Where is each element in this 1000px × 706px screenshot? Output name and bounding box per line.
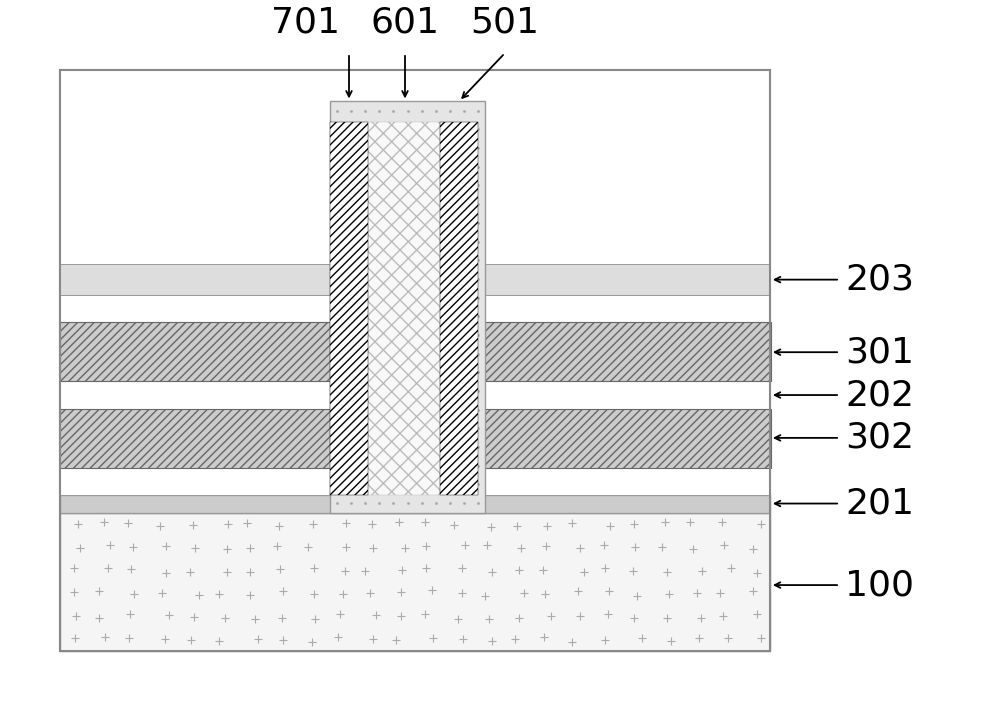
Bar: [60, 71, 770, 651]
Bar: [60, 264, 770, 295]
Bar: [60, 381, 770, 409]
Text: 100: 100: [845, 568, 914, 602]
Bar: [60, 323, 770, 381]
Bar: [330, 122, 368, 495]
Text: 701: 701: [270, 5, 340, 39]
Bar: [60, 513, 770, 651]
Bar: [60, 71, 770, 264]
Bar: [478, 409, 771, 467]
Text: 601: 601: [370, 5, 440, 39]
Bar: [60, 295, 770, 323]
Bar: [60, 495, 770, 513]
Text: 203: 203: [845, 263, 914, 297]
Bar: [60, 409, 330, 467]
Bar: [60, 71, 770, 651]
Bar: [368, 122, 440, 495]
Text: 202: 202: [845, 378, 914, 412]
Bar: [440, 122, 478, 495]
Bar: [60, 467, 770, 495]
Text: 201: 201: [845, 486, 914, 520]
Bar: [60, 323, 330, 381]
Bar: [478, 323, 771, 381]
Bar: [60, 409, 770, 467]
Bar: [330, 102, 485, 513]
Text: 501: 501: [471, 5, 540, 39]
Text: 301: 301: [845, 335, 914, 369]
Text: 302: 302: [845, 421, 914, 455]
